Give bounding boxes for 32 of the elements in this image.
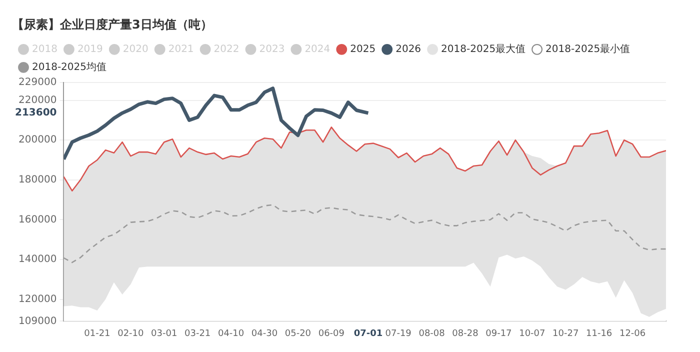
x-tick-label: 11-16 — [586, 328, 612, 339]
x-tick-label: 03-21 — [184, 328, 211, 339]
legend-label: 2018-2025最大值 — [441, 42, 526, 55]
x-tick-label: 09-17 — [486, 328, 512, 339]
x-tick-label: 12-06 — [619, 328, 646, 339]
x-tick-label: 02-10 — [118, 328, 144, 339]
chart-title: 【尿素】企业日度产量3日均值（吨） — [12, 17, 212, 32]
y-tick-label: 160000 — [18, 214, 57, 226]
x-tick-label: 07-19 — [385, 328, 412, 339]
y-tick-label: 120000 — [18, 294, 57, 305]
y-tick-label: 229000 — [18, 76, 57, 88]
legend-label: 2018-2025最小值 — [546, 42, 630, 55]
x-tick-label: 10-07 — [519, 328, 546, 339]
x-tick-label: 04-10 — [218, 328, 244, 339]
x-tick-label: 07-01 — [354, 328, 383, 339]
y-tick-label: 140000 — [18, 254, 57, 266]
x-tick-label: 01-21 — [84, 328, 110, 339]
x-tick-label: 10-27 — [552, 328, 579, 339]
y-tick-label: 213600 — [15, 108, 57, 119]
x-tick-label: 06-09 — [318, 328, 345, 339]
y-tick-label: 200000 — [18, 134, 57, 146]
y-tick-label: 220000 — [18, 94, 57, 106]
legend-label: 2018-2025均值 — [32, 60, 107, 73]
y-tick-label: 180000 — [18, 174, 57, 186]
legend-label: 2025 — [350, 44, 376, 55]
x-tick-label: 04-30 — [251, 328, 278, 339]
y-tick-label: 109000 — [18, 316, 57, 327]
legend-label: 2026 — [396, 44, 422, 55]
x-tick-label: 03-01 — [151, 328, 178, 339]
x-tick-label: 08-08 — [418, 328, 446, 339]
x-tick-label: 05-20 — [284, 328, 312, 339]
x-tick-label: 08-28 — [452, 328, 479, 339]
